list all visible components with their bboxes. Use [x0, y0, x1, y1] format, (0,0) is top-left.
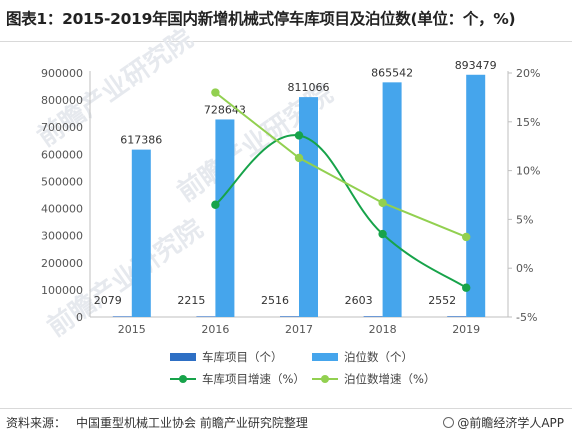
bar-data-label: 617386 — [120, 134, 162, 147]
series-line — [214, 91, 467, 238]
brand-logo-icon — [443, 417, 455, 428]
series-line — [214, 134, 467, 289]
y-right-tick-label: 15% — [516, 116, 540, 129]
x-tick-label: 2015 — [118, 323, 146, 336]
x-tick-label: 2018 — [369, 323, 397, 336]
y-left-tick-label: 200000 — [41, 257, 83, 270]
bar — [112, 316, 132, 317]
series-point — [378, 198, 387, 208]
y-left-tick-label: 800000 — [41, 94, 83, 107]
source-note: 资料来源： 中国重型机械工业协会 前瞻产业研究院整理 — [6, 414, 308, 431]
bar-data-label: 728643 — [204, 103, 246, 116]
series-point — [294, 153, 304, 163]
legend-marker — [179, 375, 187, 383]
legend-label: 泊位数（个） — [344, 350, 413, 364]
bar — [196, 316, 216, 317]
bar-data-label: 893479 — [455, 59, 497, 72]
bar-data-label: 2079 — [94, 294, 122, 307]
y-left-tick-label: 400000 — [41, 203, 83, 216]
y-right-tick-label: -5% — [516, 311, 537, 324]
source-label: 资料来源： — [6, 416, 67, 430]
legend-label: 车库项目增速（%） — [202, 372, 305, 386]
bar — [215, 119, 235, 317]
legend-swatch — [312, 353, 338, 361]
y-left-tick-label: 0 — [76, 311, 83, 324]
bar — [280, 316, 299, 317]
x-tick-label: 2019 — [452, 323, 480, 336]
legend-label: 车库项目（个） — [202, 350, 283, 364]
y-right-tick-label: 5% — [516, 213, 533, 226]
series-point — [294, 131, 304, 140]
bar-data-label: 811066 — [288, 81, 330, 94]
y-left-tick-label: 900000 — [41, 67, 83, 80]
bar — [131, 149, 151, 317]
y-right-tick-label: 20% — [516, 67, 540, 80]
chart-title: 图表1：2015-2019年国内新增机械式停车库项目及泊位数(单位：个，%) — [6, 10, 516, 28]
bar-data-label: 2215 — [177, 294, 205, 307]
legend-swatch — [170, 353, 196, 361]
bar — [363, 316, 383, 317]
y-left-tick-label: 600000 — [41, 148, 83, 161]
y-left-tick-label: 100000 — [41, 284, 83, 297]
y-right-tick-label: 0% — [516, 262, 533, 275]
credit: @前瞻经济学人APP — [443, 414, 564, 431]
series-point — [211, 200, 220, 209]
title-divider — [0, 41, 572, 42]
legend-label: 泊位数增速（%） — [344, 372, 435, 386]
series-point — [211, 88, 220, 97]
bar — [466, 74, 486, 317]
series-point — [378, 229, 387, 239]
legend-marker — [321, 375, 329, 383]
bar — [447, 316, 467, 317]
series-point — [462, 283, 471, 292]
credit-text: @前瞻经济学人APP — [457, 416, 564, 430]
y-left-tick-label: 300000 — [41, 230, 83, 243]
footer-divider — [0, 408, 572, 409]
source-text: 中国重型机械工业协会 前瞻产业研究院整理 — [76, 416, 308, 430]
y-right-tick-label: 10% — [516, 165, 540, 178]
bar — [299, 97, 318, 317]
y-left-tick-label: 700000 — [41, 121, 83, 134]
bar-data-label: 865542 — [371, 66, 413, 79]
x-tick-label: 2017 — [285, 323, 313, 336]
x-tick-label: 2016 — [201, 323, 229, 336]
bar-data-label: 2516 — [261, 294, 289, 307]
bar — [382, 82, 402, 317]
bar-data-label: 2603 — [345, 294, 373, 307]
y-left-tick-label: 500000 — [41, 175, 83, 188]
bar-data-label: 2552 — [428, 294, 456, 307]
series-point — [462, 232, 471, 242]
